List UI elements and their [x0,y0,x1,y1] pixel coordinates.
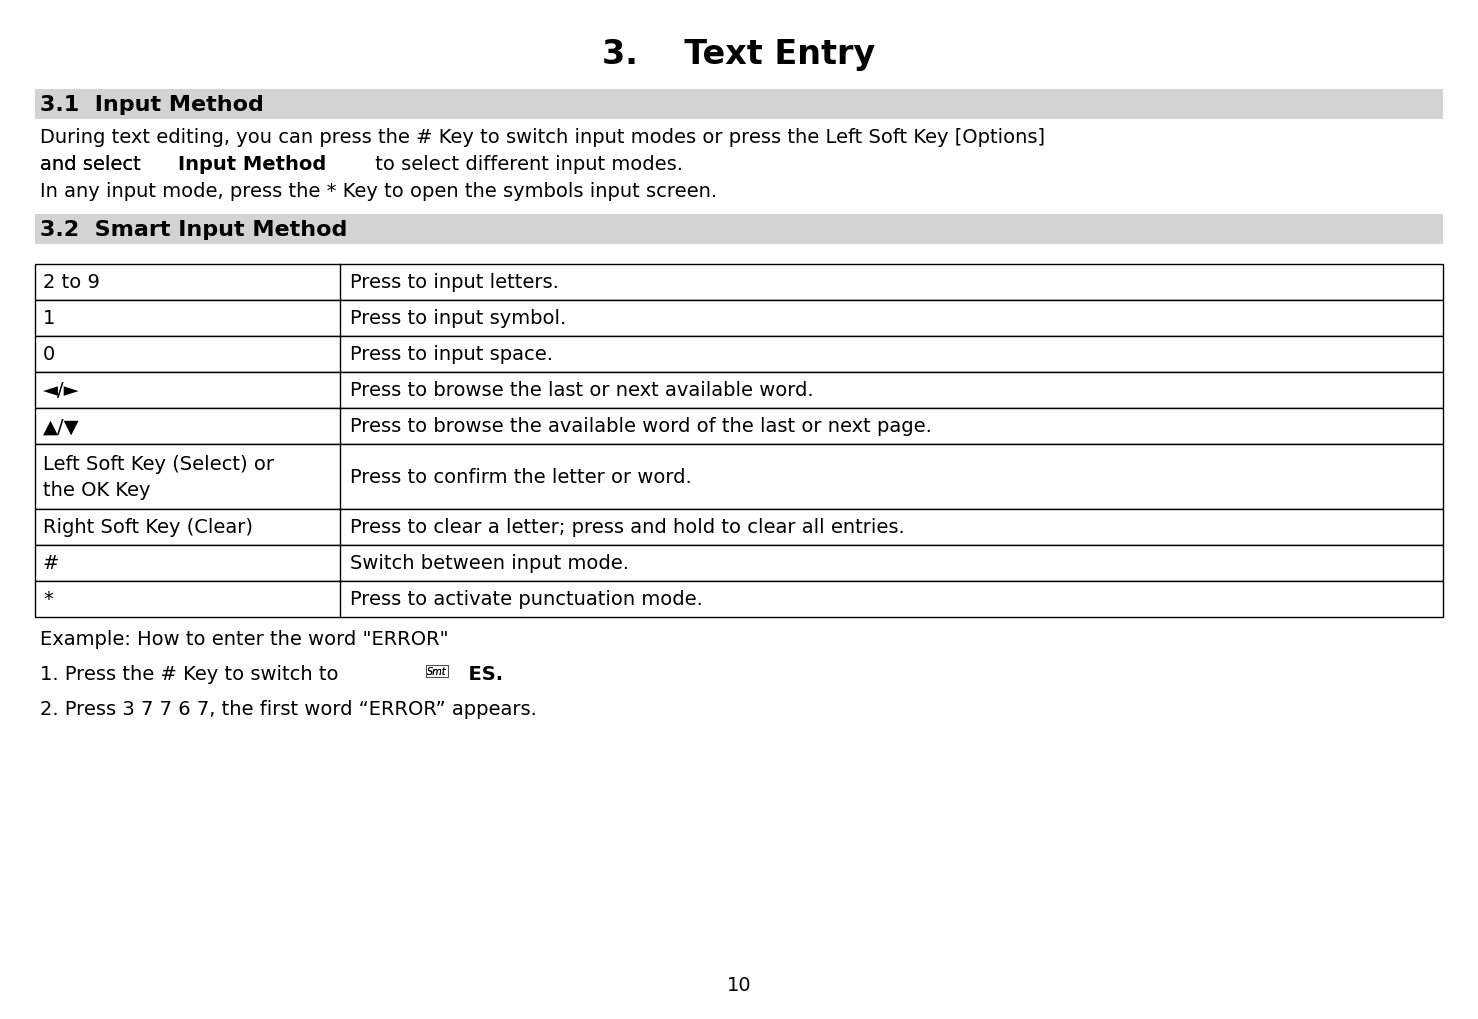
Text: Press to input symbol.: Press to input symbol. [350,309,566,328]
Text: 3.1  Input Method: 3.1 Input Method [40,95,265,115]
Text: and select: and select [40,155,146,174]
Text: Smt: Smt [427,666,446,677]
Text: Smt: Smt [427,666,446,677]
Bar [35,444,1443,510]
Text: to select different input modes.: to select different input modes. [370,155,683,174]
Bar [35,90,1443,120]
Bar [35,545,1443,582]
Bar [35,301,1443,336]
Text: Press to clear a letter; press and hold to clear all entries.: Press to clear a letter; press and hold … [350,518,905,537]
Text: Input Method: Input Method [177,155,327,174]
Text: Press to confirm the letter or word.: Press to confirm the letter or word. [350,468,692,486]
Text: During text editing, you can press the # Key to switch input modes or press the : During text editing, you can press the #… [40,127,1045,147]
Bar [35,582,1443,618]
Text: 2. Press 3 7 7 6 7, the first word “ERROR” appears.: 2. Press 3 7 7 6 7, the first word “ERRO… [40,699,537,718]
Text: 0: 0 [43,345,55,364]
Bar [35,373,1443,409]
Text: #: # [43,554,59,573]
Text: ▲/▼: ▲/▼ [43,417,80,436]
Bar [35,336,1443,373]
Text: Switch between input mode.: Switch between input mode. [350,554,630,573]
Text: 1. Press the # Key to switch to: 1. Press the # Key to switch to [40,664,338,684]
Text: ES.: ES. [455,664,504,684]
Bar [35,265,1443,301]
Text: Press to input space.: Press to input space. [350,345,553,364]
Bar [35,409,1443,444]
Text: Example: How to enter the word "ERROR": Example: How to enter the word "ERROR" [40,630,449,648]
Text: 2 to 9: 2 to 9 [43,273,101,292]
Text: Press to browse the last or next available word.: Press to browse the last or next availab… [350,381,813,400]
Bar [35,215,1443,245]
Text: 1: 1 [43,309,55,328]
Text: ◄/►: ◄/► [43,381,80,400]
Text: 3.    Text Entry: 3. Text Entry [603,38,875,71]
Text: Press to browse the available word of the last or next page.: Press to browse the available word of th… [350,417,931,436]
Text: Press to activate punctuation mode.: Press to activate punctuation mode. [350,590,704,609]
Bar [35,510,1443,545]
Text: and select: and select [40,155,146,174]
Text: Left Soft Key (Select) or
the OK Key: Left Soft Key (Select) or the OK Key [43,454,273,499]
Text: 3.2  Smart Input Method: 3.2 Smart Input Method [40,220,347,239]
Text: Right Soft Key (Clear): Right Soft Key (Clear) [43,518,253,537]
Text: 10: 10 [727,975,751,994]
Text: Press to input letters.: Press to input letters. [350,273,559,292]
Text: *: * [43,590,53,609]
Text: In any input mode, press the * Key to open the symbols input screen.: In any input mode, press the * Key to op… [40,181,717,201]
